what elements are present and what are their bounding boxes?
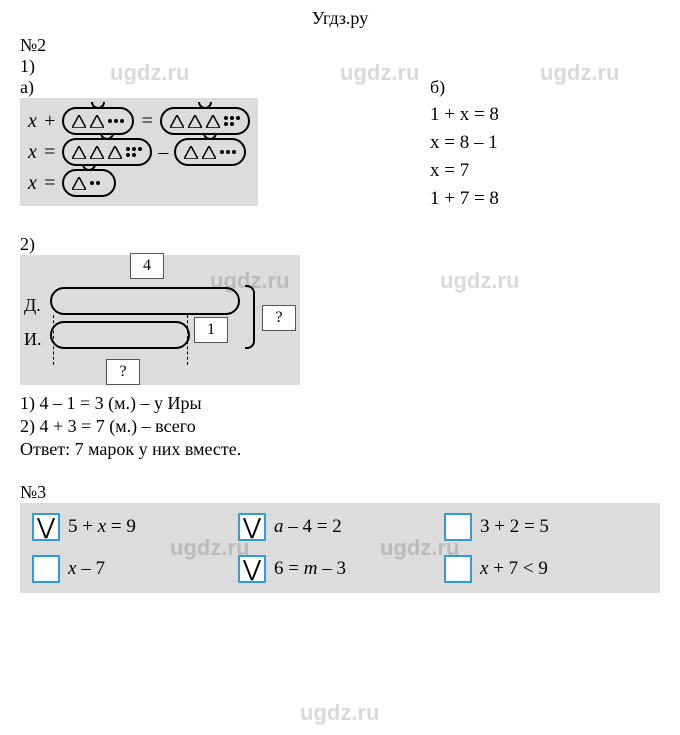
shape-lozenge (62, 107, 134, 135)
label-d: Д. (24, 295, 41, 316)
ex3-item: x – 7 (32, 555, 212, 583)
solution-line: Ответ: 7 марок у них вместе. (20, 439, 660, 460)
ex3-item: 3 + 2 = 5 (444, 513, 624, 541)
sublabel-a: а) (20, 77, 320, 98)
bar-diagram: 4 Д. И. 1 ? ? (20, 255, 300, 385)
checkbox[interactable]: ⋁ (32, 513, 60, 541)
shape-lozenge (62, 169, 116, 197)
part-b: б) 1 + x = 8 x = 8 – 1 x = 7 1 + 7 = 8 (430, 77, 499, 216)
diagram-box-bottom: ? (106, 359, 140, 385)
ex3-item: ⋁ a – 4 = 2 (238, 513, 418, 541)
eq-line: x = 7 (430, 160, 499, 182)
shape-lozenge (62, 138, 152, 166)
check-icon: ⋁ (243, 558, 261, 580)
exercise-3-grid: ⋁ 5 + x = 9 ⋁ a – 4 = 2 3 + 2 = 5 x – 7 … (20, 503, 660, 593)
shape-lozenge (160, 107, 250, 135)
expression: 6 = m – 3 (274, 558, 346, 580)
solution-line: 2) 4 + 3 = 7 (м.) – всего (20, 416, 660, 437)
ex3-item: ⋁ 5 + x = 9 (32, 513, 212, 541)
eq-line: 1 + 7 = 8 (430, 188, 499, 210)
eq-line: 1 + x = 8 (430, 104, 499, 126)
exercise-3-title: №3 (20, 482, 660, 503)
expression: a – 4 = 2 (274, 516, 342, 538)
diagram-box-right: ? (262, 305, 296, 331)
expression: x + 7 < 9 (480, 558, 548, 580)
label-i: И. (24, 329, 42, 350)
expression: 5 + x = 9 (68, 516, 136, 538)
watermark: ugdz.ru (300, 700, 379, 726)
ex3-item: ⋁ 6 = m – 3 (238, 555, 418, 583)
eq-line: x = 8 – 1 (430, 132, 499, 154)
shape-lozenge (174, 138, 246, 166)
check-icon: ⋁ (37, 516, 55, 538)
part2-label: 2) (20, 234, 660, 255)
expression: 3 + 2 = 5 (480, 516, 549, 538)
shape-equation-box: x+ = (20, 98, 258, 206)
checkbox[interactable]: ⋁ (238, 513, 266, 541)
checkbox[interactable]: ⋁ (238, 555, 266, 583)
page-header: Угдз.ру (0, 0, 680, 33)
diagram-box-mid: 1 (194, 317, 228, 343)
solution-line: 1) 4 – 1 = 3 (м.) – у Иры (20, 393, 660, 414)
checkbox[interactable] (444, 513, 472, 541)
part1-label: 1) (20, 56, 660, 77)
solution-lines: 1) 4 – 1 = 3 (м.) – у Иры 2) 4 + 3 = 7 (… (20, 393, 660, 460)
exercise-2-title: №2 (20, 35, 660, 56)
check-icon: ⋁ (243, 516, 261, 538)
checkbox[interactable] (444, 555, 472, 583)
sublabel-b: б) (430, 77, 499, 98)
diagram-box-top: 4 (130, 253, 164, 279)
expression: x – 7 (68, 558, 105, 580)
ex3-item: x + 7 < 9 (444, 555, 624, 583)
checkbox[interactable] (32, 555, 60, 583)
